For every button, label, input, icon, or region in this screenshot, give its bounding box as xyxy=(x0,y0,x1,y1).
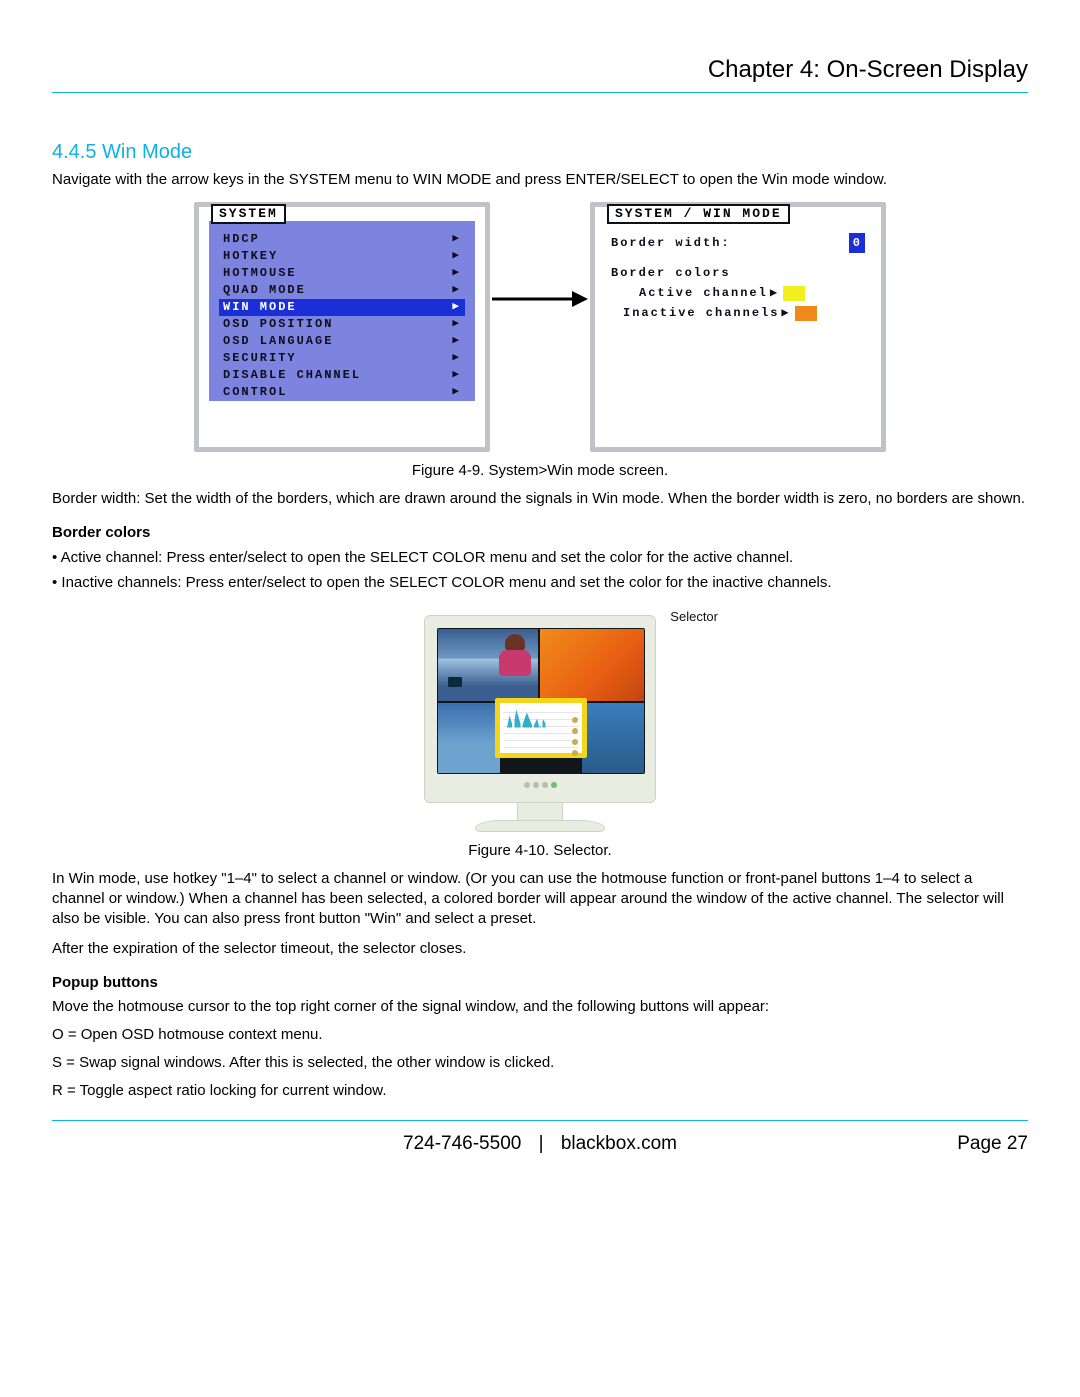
osd-winmode-frame: SYSTEM / WIN MODE Border width: 0 Border… xyxy=(590,202,886,452)
border-width-paragraph: Border width: Set the width of the borde… xyxy=(52,489,1028,509)
menu-label: HOTMOUSE xyxy=(223,265,297,282)
monitor-neck-icon xyxy=(517,803,563,821)
border-colors-text: Border colors xyxy=(611,263,865,283)
chevron-right-icon: ▶ xyxy=(452,333,461,350)
menu-label: HOTKEY xyxy=(223,248,278,265)
chapter-header: Chapter 4: On-Screen Display xyxy=(52,56,1028,93)
chevron-right-icon: ▶ xyxy=(452,265,461,282)
menu-label: OSD POSITION xyxy=(223,316,333,333)
menu-item: OSD LANGUAGE ▶ xyxy=(219,333,465,350)
figure-4-10-caption: Figure 4-10. Selector. xyxy=(52,842,1028,859)
menu-item: OSD POSITION ▶ xyxy=(219,316,465,333)
osd-screens-row: SYSTEM HDCP ▶ HOTKEY ▶ HOTMOUSE ▶ QUAD MODE… xyxy=(52,202,1028,452)
popup-r: R = Toggle aspect ratio locking for curr… xyxy=(52,1081,1028,1101)
page-footer: 724-746-5500 | blackbox.com Page 27 xyxy=(52,1120,1028,1155)
menu-item: HOTKEY ▶ xyxy=(219,248,465,265)
chevron-right-icon: ▶ xyxy=(452,282,461,299)
menu-item: SECURITY ▶ xyxy=(219,350,465,367)
selector-callout-label: Selector xyxy=(670,609,718,624)
chevron-right-icon: ▶ xyxy=(452,350,461,367)
osd-winmode-title: SYSTEM / WIN MODE xyxy=(607,204,790,224)
menu-label: CONTROL xyxy=(223,384,287,401)
monitor-icon xyxy=(424,615,656,803)
popup-s: S = Swap signal windows. After this is s… xyxy=(52,1053,1028,1073)
active-channel-label: Active channel xyxy=(639,283,768,303)
footer-page-number: Page 27 xyxy=(957,1133,1028,1155)
chevron-right-icon: ▶ xyxy=(781,303,790,323)
chevron-right-icon: ▶ xyxy=(452,367,461,384)
footer-phone: 724-746-5500 xyxy=(403,1133,521,1154)
section-title: 4.4.5 Win Mode xyxy=(52,141,1028,164)
selector-box xyxy=(495,698,587,758)
border-colors-heading: Border colors xyxy=(52,524,1028,541)
menu-item: QUAD MODE ▶ xyxy=(219,282,465,299)
inactive-channels-row: Inactive channels▶ xyxy=(611,303,865,323)
menu-item: CONTROL ▶ xyxy=(219,384,465,401)
inactive-channels-label: Inactive channels xyxy=(623,303,779,323)
after-expire-paragraph: After the expiration of the selector tim… xyxy=(52,939,1028,959)
monitor-base-icon xyxy=(475,820,605,832)
border-width-value: 0 xyxy=(849,233,865,253)
popup-buttons-heading: Popup buttons xyxy=(52,974,1028,991)
menu-label: DISABLE CHANNEL xyxy=(223,367,361,384)
monitor-screen xyxy=(437,628,645,774)
menu-label: OSD LANGUAGE xyxy=(223,333,333,350)
selector-figure: Selector xyxy=(52,615,1028,832)
border-width-label: Border width: xyxy=(611,233,849,253)
popup-intro: Move the hotmouse cursor to the top righ… xyxy=(52,997,1028,1017)
menu-item-selected: WIN MODE ▶ xyxy=(219,299,465,316)
border-width-row: Border width: 0 xyxy=(611,233,865,253)
chevron-right-icon: ▶ xyxy=(452,248,461,265)
bullet-active: • Active channel: Press enter/select to … xyxy=(52,547,1028,568)
menu-item: DISABLE CHANNEL ▶ xyxy=(219,367,465,384)
chevron-right-icon: ▶ xyxy=(452,231,461,248)
footer-separator: | xyxy=(539,1133,544,1154)
osd-winmode-body: Border width: 0 Border colors Active cha… xyxy=(605,223,871,413)
border-colors-label: Border colors xyxy=(611,263,865,283)
arrow-icon xyxy=(490,288,590,310)
inactive-color-swatch xyxy=(795,306,817,321)
chevron-right-icon: ▶ xyxy=(770,283,779,303)
osd-system-frame: SYSTEM HDCP ▶ HOTKEY ▶ HOTMOUSE ▶ QUAD MODE… xyxy=(194,202,490,452)
winmode-paragraph: In Win mode, use hotkey "1–4" to select … xyxy=(52,869,1028,930)
menu-item: HDCP ▶ xyxy=(219,231,465,248)
menu-label: SECURITY xyxy=(223,350,297,367)
figure-4-9-caption: Figure 4-9. System>Win mode screen. xyxy=(52,462,1028,479)
chevron-right-icon: ▶ xyxy=(452,384,461,401)
active-channel-row: Active channel▶ xyxy=(611,283,865,303)
chevron-right-icon: ▶ xyxy=(452,316,461,333)
active-color-swatch xyxy=(783,286,805,301)
osd-system-title: SYSTEM xyxy=(211,204,286,224)
menu-label: HDCP xyxy=(223,231,260,248)
intro-paragraph: Navigate with the arrow keys in the SYST… xyxy=(52,170,1028,190)
chevron-right-icon: ▶ xyxy=(452,299,461,316)
monitor-buttons-icon xyxy=(437,780,643,790)
menu-label: WIN MODE xyxy=(223,299,297,316)
footer-site: blackbox.com xyxy=(561,1133,677,1154)
menu-label: QUAD MODE xyxy=(223,282,306,299)
osd-system-body: HDCP ▶ HOTKEY ▶ HOTMOUSE ▶ QUAD MODE ▶ WIN M… xyxy=(209,221,475,401)
menu-item: HOTMOUSE ▶ xyxy=(219,265,465,282)
popup-o: O = Open OSD hotmouse context menu. xyxy=(52,1025,1028,1045)
bullet-inactive: • Inactive channels: Press enter/select … xyxy=(52,572,1028,593)
